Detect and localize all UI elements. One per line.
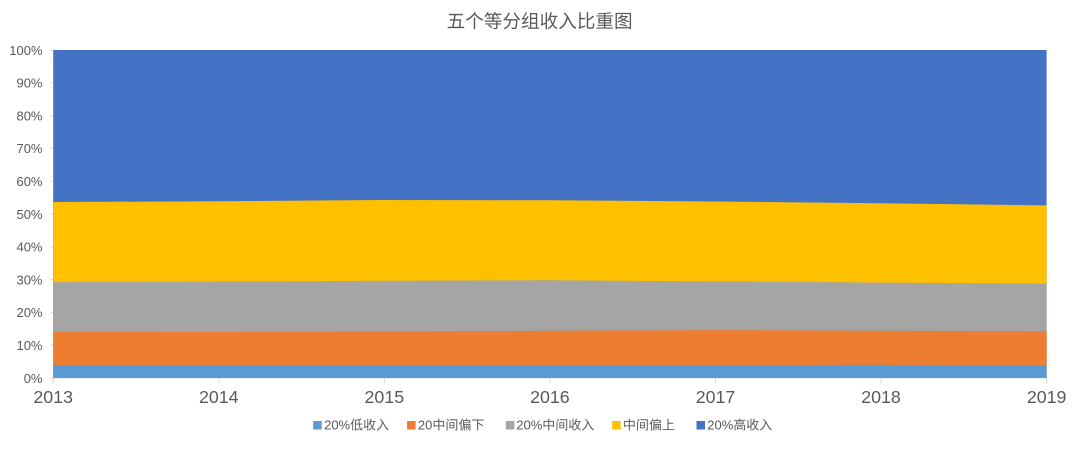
svg-text:20%: 20% <box>516 418 542 433</box>
svg-text:60%: 60% <box>16 174 42 189</box>
svg-text:2014: 2014 <box>199 387 239 407</box>
svg-text:0%: 0% <box>24 371 43 386</box>
svg-text:2016: 2016 <box>530 387 570 407</box>
svg-text:50%: 50% <box>16 207 42 222</box>
svg-text:2013: 2013 <box>33 387 73 407</box>
svg-text:20: 20 <box>418 418 432 433</box>
svg-text:10%: 10% <box>16 338 42 353</box>
svg-text:20%: 20% <box>324 418 350 433</box>
svg-text:20%: 20% <box>707 418 733 433</box>
svg-text:70%: 70% <box>16 141 42 156</box>
svg-text:2018: 2018 <box>861 387 901 407</box>
svg-text:80%: 80% <box>16 108 42 123</box>
svg-text:20%: 20% <box>16 305 42 320</box>
svg-text:100%: 100% <box>9 43 43 58</box>
svg-text:30%: 30% <box>16 272 42 287</box>
svg-text:90%: 90% <box>16 76 42 91</box>
svg-text:40%: 40% <box>16 240 42 255</box>
svg-text:2019: 2019 <box>1027 387 1067 407</box>
svg-text:2015: 2015 <box>365 387 405 407</box>
svg-text:2017: 2017 <box>696 387 736 407</box>
